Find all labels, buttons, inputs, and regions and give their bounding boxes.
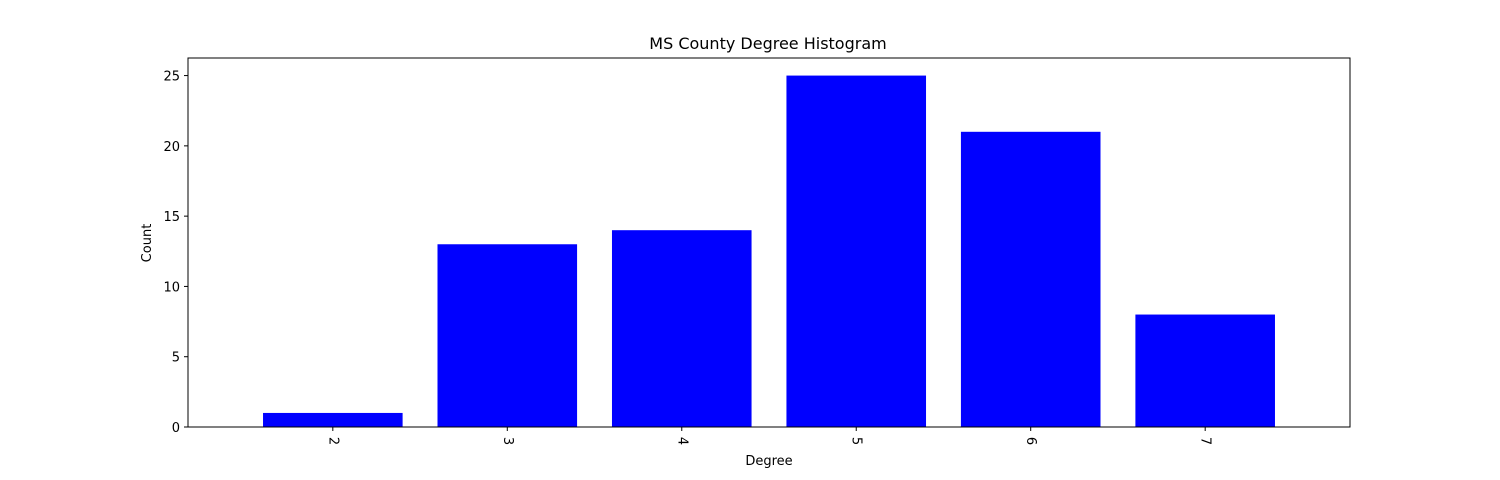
x-tick-label: 7 bbox=[1198, 437, 1213, 445]
bar-degree-7 bbox=[1135, 314, 1275, 427]
plot-area-frame bbox=[187, 57, 1351, 428]
y-tick-label: 0 bbox=[172, 421, 180, 436]
y-axis-ticks: 0 5 10 15 20 25 bbox=[163, 70, 188, 436]
x-tick-label: 5 bbox=[849, 437, 864, 445]
y-axis-label: Count bbox=[140, 224, 155, 263]
y-tick-label: 25 bbox=[163, 70, 180, 85]
y-tick-label: 5 bbox=[172, 351, 180, 366]
bar-degree-6 bbox=[960, 131, 1101, 428]
x-axis-label: Degree bbox=[745, 454, 792, 469]
x-tick-label: 4 bbox=[674, 437, 689, 445]
x-tick-label: 2 bbox=[325, 437, 340, 445]
bar-degree-3 bbox=[437, 244, 578, 427]
bar-degree-4 bbox=[611, 230, 752, 427]
y-tick-label: 10 bbox=[163, 280, 180, 295]
bar-group bbox=[263, 75, 1275, 428]
y-tick-label: 20 bbox=[163, 140, 180, 155]
bar-degree-5 bbox=[786, 75, 927, 428]
x-tick-label: 3 bbox=[500, 437, 515, 445]
x-tick-label: 6 bbox=[1023, 437, 1038, 445]
x-axis-ticks: 2 3 4 5 6 7 bbox=[325, 427, 1213, 445]
y-tick-label: 15 bbox=[163, 210, 180, 225]
bar-degree-2 bbox=[263, 412, 403, 427]
chart-title: MS County Degree Histogram bbox=[649, 34, 886, 53]
